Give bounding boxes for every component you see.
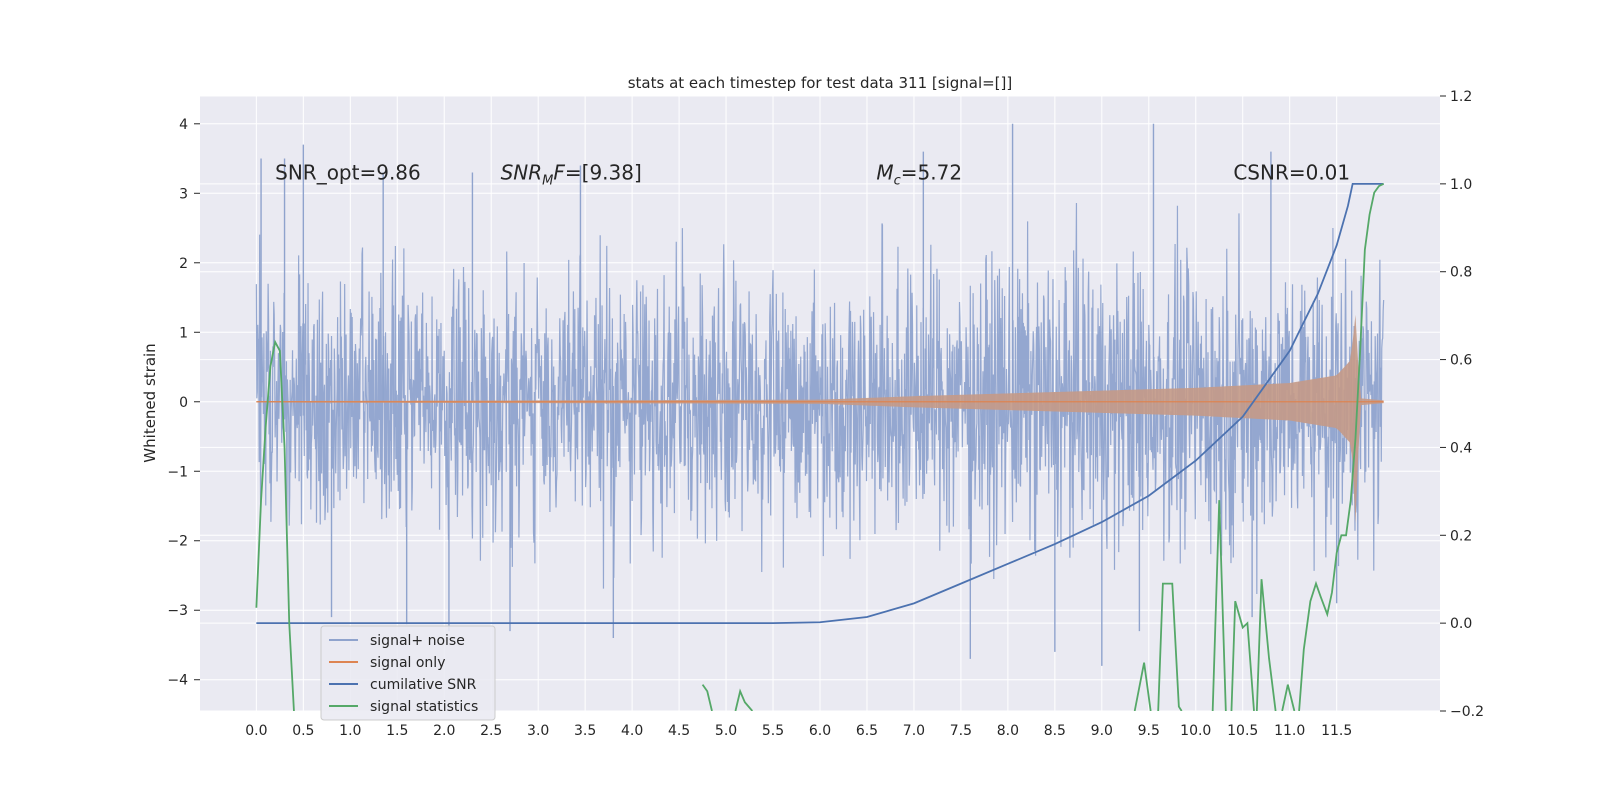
y-tick-label: −3 <box>167 603 188 619</box>
x-tick-label: 7.0 <box>903 723 925 739</box>
annotations: SNR_opt=9.86 SNRMF=[9.38] Mc=5.72 CSNR=0.01 <box>275 160 1350 188</box>
y-tick-label: −4 <box>167 673 188 689</box>
legend-label: signal only <box>370 655 445 671</box>
x-tick-label: 3.0 <box>527 723 549 739</box>
y2-tick-label: 0.6 <box>1450 353 1472 369</box>
x-tick-label: 0.5 <box>292 723 314 739</box>
series-line-segment <box>1133 662 1152 711</box>
series-line-segment <box>1211 500 1227 711</box>
x-tick-label: 1.0 <box>339 723 361 739</box>
y-tick-label: 1 <box>179 325 188 341</box>
x-tick-label: 4.0 <box>621 723 643 739</box>
y-tick-label: −1 <box>167 464 188 480</box>
series-line-segment <box>1281 684 1296 711</box>
annotation-text: SNR_opt=9.86 <box>275 160 421 184</box>
x-tick-label: 7.5 <box>950 723 972 739</box>
x-tick-label: 1.5 <box>386 723 408 739</box>
series-line-segment <box>1298 183 1385 711</box>
y2-tick-label: −0.2 <box>1450 704 1484 720</box>
series-signal-statistics <box>255 183 1385 711</box>
series-line-segment <box>1230 600 1255 711</box>
legend: signal+ noise signal only cumilative SNR si… <box>320 625 496 721</box>
annotation-text: CSNR=0.01 <box>1233 160 1350 184</box>
y2-tick-label: 0.4 <box>1450 440 1472 456</box>
x-tick-label: 6.5 <box>856 723 878 739</box>
x-tick-label: 11.0 <box>1274 723 1305 739</box>
x-tick-label: 6.0 <box>809 723 831 739</box>
y2-tick-label: 0.8 <box>1450 265 1472 281</box>
y-tick-label: 0 <box>179 395 188 411</box>
y-axis-label: Whitened strain <box>141 343 159 462</box>
x-tick-label: 10.0 <box>1180 723 1211 739</box>
legend-label: signal statistics <box>370 699 478 715</box>
ticks: 0.0 0.5 1.0 1.5 2.0 2.5 3.0 3.5 4.0 4.5 5.0 5.5 6.0 6… <box>167 89 1484 739</box>
x-tick-label: 8.5 <box>1044 723 1066 739</box>
x-tick-label: 5.5 <box>762 723 784 739</box>
y-tick-label: 4 <box>179 117 188 133</box>
series-line-segment <box>734 688 754 711</box>
series-line <box>255 339 295 711</box>
x-tick-label: 5.0 <box>715 723 737 739</box>
annotation-text: SNRMF=[9.38] <box>501 160 642 188</box>
chart-title: stats at each timestep for test data 311… <box>628 74 1013 92</box>
y-tick-label: −2 <box>167 534 188 550</box>
x-tick-label: 4.5 <box>668 723 690 739</box>
x-tick-label: 10.5 <box>1227 723 1258 739</box>
series-line-segment <box>1255 579 1277 711</box>
x-tick-label: 3.5 <box>574 723 596 739</box>
legend-label: cumilative SNR <box>370 677 477 693</box>
y2-tick-label: 0.2 <box>1450 528 1472 544</box>
series-line-segment <box>701 684 713 711</box>
legend-box <box>320 625 496 721</box>
y-tick-label: 3 <box>179 186 188 202</box>
y2-tick-label: 0.0 <box>1450 616 1472 632</box>
series-line-segment <box>1157 582 1183 711</box>
series-layer <box>255 123 1385 711</box>
x-tick-label: 8.0 <box>997 723 1019 739</box>
x-tick-label: 9.5 <box>1138 723 1160 739</box>
y2-tick-label: 1.2 <box>1450 89 1472 105</box>
legend-label: signal+ noise <box>370 633 465 649</box>
series-cumulative-snr <box>256 182 1384 625</box>
y-tick-label: 2 <box>179 256 188 272</box>
x-tick-label: 0.0 <box>245 723 267 739</box>
series-signal-only <box>256 314 1384 524</box>
x-tick-label: 9.0 <box>1091 723 1113 739</box>
y2-tick-label: 1.0 <box>1450 177 1472 193</box>
x-tick-label: 2.0 <box>433 723 455 739</box>
x-tick-label: 11.5 <box>1321 723 1352 739</box>
annotation-text: Mc=5.72 <box>876 160 962 188</box>
x-tick-label: 2.5 <box>480 723 502 739</box>
series-line <box>256 182 1384 625</box>
